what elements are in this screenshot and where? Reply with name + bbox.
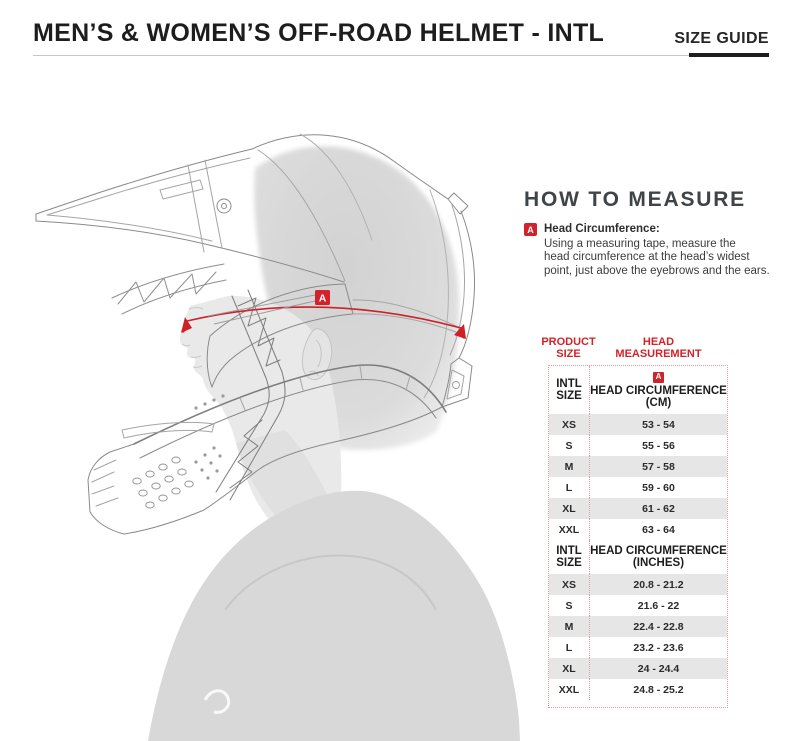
helmet-line-art <box>35 133 475 535</box>
chin-vent-slats <box>91 459 119 507</box>
table-bottom-padding <box>549 700 727 707</box>
chin-perforation-dots <box>194 394 225 480</box>
how-to-measure-heading: HOW TO MEASURE <box>524 188 746 211</box>
measurement-cell: 63 - 64 <box>642 523 675 536</box>
size-cell: XXL <box>549 679 590 700</box>
table-row: XS 20.8 - 21.2 <box>549 574 727 595</box>
shirt-logo <box>203 689 231 714</box>
size-cell: M <box>549 456 590 477</box>
visor-truss <box>111 263 227 315</box>
measure-tape <box>181 306 466 339</box>
measurement-cell: 61 - 62 <box>642 502 675 515</box>
measure-marker-a-badge: A <box>207 290 330 325</box>
marker-a-badge: A <box>524 223 537 236</box>
table-row: XXL 24.8 - 25.2 <box>549 679 727 700</box>
column-header-product-size: PRODUCT SIZE <box>541 336 596 360</box>
size-cell: XL <box>549 658 590 679</box>
rear-duct <box>441 357 473 408</box>
ear <box>301 328 333 381</box>
tape-arrow-right <box>454 324 466 339</box>
chin-perforations <box>132 456 194 509</box>
face-details <box>181 307 204 368</box>
chin-bar <box>87 443 135 535</box>
rear-spoiler <box>447 192 469 215</box>
table-row: L 59 - 60 <box>549 477 727 498</box>
size-cell: L <box>549 637 590 658</box>
measure-item-title: Head Circumference: <box>544 223 660 235</box>
goggle-port-top <box>209 283 346 337</box>
marker-a-letter: A <box>319 293 327 305</box>
table-section-header-inches: INTL SIZE HEAD CIRCUMFERENCE (INCHES) <box>549 540 727 574</box>
size-table: PRODUCT SIZE HEAD MEASUREMENT INTL SIZE … <box>541 336 728 708</box>
visor-underside <box>35 213 345 283</box>
person-silhouette <box>148 146 520 741</box>
size-cell: S <box>549 595 590 616</box>
visor-top-edge <box>35 148 253 215</box>
tape-arrow-left <box>181 317 192 333</box>
intl-size-label: INTL SIZE <box>556 545 582 569</box>
measurement-cell: 20.8 - 21.2 <box>633 578 684 591</box>
lattice-truss <box>215 289 286 501</box>
size-table-body: INTL SIZE A HEAD CIRCUMFERENCE (CM) XS 5… <box>548 365 728 708</box>
size-cell: XL <box>549 498 590 519</box>
cheek-slot <box>121 421 215 439</box>
how-to-measure-section: HOW TO MEASURE A Head Circumference: Usi… <box>524 188 800 278</box>
table-marker-a-badge: A <box>653 371 664 383</box>
shell-bottom-edge <box>123 406 443 535</box>
tape-arc <box>186 306 462 329</box>
head-circumference-cm-label: HEAD CIRCUMFERENCE (CM) <box>590 384 727 409</box>
visor-pivot <box>216 198 232 214</box>
table-row: XS 53 - 54 <box>549 414 727 435</box>
size-table-column-headers: PRODUCT SIZE HEAD MEASUREMENT <box>541 336 728 360</box>
measurement-cell: 22.4 - 22.8 <box>633 620 684 633</box>
size-guide-label: SIZE GUIDE <box>674 30 769 47</box>
measure-line-1: Using a measuring tape, measure the <box>544 237 736 250</box>
measurement-cell: 24 - 24.4 <box>637 662 680 675</box>
table-row: S 55 - 56 <box>549 435 727 456</box>
visor-vent-slot <box>159 179 204 200</box>
measurement-cell: 21.6 - 22 <box>637 599 680 612</box>
table-row: XL 61 - 62 <box>549 498 727 519</box>
size-cell: XS <box>549 414 590 435</box>
page-title: MEN’S & WOMEN’S OFF-ROAD HELMET - INTL <box>33 19 605 47</box>
size-guide-underline <box>689 53 769 57</box>
measurement-cell: 55 - 56 <box>642 439 675 452</box>
size-cell: XXL <box>549 519 590 540</box>
table-row: XL 24 - 24.4 <box>549 658 727 679</box>
shirt <box>148 490 520 741</box>
measurement-cell: 23.2 - 23.6 <box>633 641 684 654</box>
measurement-cell: 57 - 58 <box>642 460 675 473</box>
table-row: L 23.2 - 23.6 <box>549 637 727 658</box>
shirt-seam <box>224 554 437 611</box>
size-cell: S <box>549 435 590 456</box>
measure-instruction-text: Head Circumference: Using a measuring ta… <box>544 223 770 278</box>
column-header-head-measurement: HEAD MEASUREMENT <box>615 336 702 360</box>
size-cell: M <box>549 616 590 637</box>
table-row: M 22.4 - 22.8 <box>549 616 727 637</box>
size-cell: XS <box>549 574 590 595</box>
measure-line-2: head circumference at the head’s widest <box>544 251 750 263</box>
table-section-header-cm: INTL SIZE A HEAD CIRCUMFERENCE (CM) <box>549 366 727 414</box>
table-row: M 57 - 58 <box>549 456 727 477</box>
table-row: S 21.6 - 22 <box>549 595 727 616</box>
head-circumference-inches-label: HEAD CIRCUMFERENCE (INCHES) <box>590 545 727 569</box>
measurement-cell: 53 - 54 <box>642 418 675 431</box>
lower-rim-band <box>133 364 447 445</box>
header-divider <box>33 55 769 56</box>
intl-size-label: INTL SIZE <box>556 378 582 402</box>
table-row: XXL 63 - 64 <box>549 519 727 540</box>
size-cell: L <box>549 477 590 498</box>
measure-instruction-item: A Head Circumference: Using a measuring … <box>524 223 800 278</box>
measurement-cell: 59 - 60 <box>642 481 675 494</box>
crown-outline <box>251 134 449 200</box>
back-edge <box>458 210 475 359</box>
measurement-cell: 24.8 - 25.2 <box>633 683 684 696</box>
measure-line-3: point, just above the eyebrows and the e… <box>544 264 770 277</box>
